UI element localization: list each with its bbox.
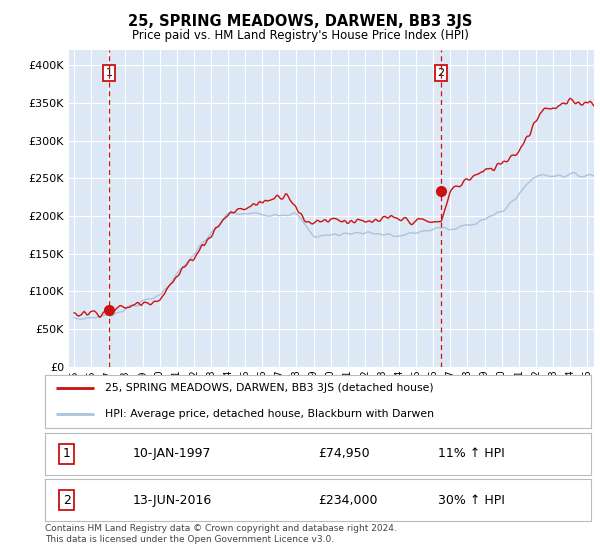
Text: 1: 1 [106, 68, 113, 78]
Text: £234,000: £234,000 [318, 494, 377, 507]
Text: 2: 2 [437, 68, 445, 78]
Text: 10-JAN-1997: 10-JAN-1997 [133, 447, 211, 460]
Text: £74,950: £74,950 [318, 447, 370, 460]
Text: 25, SPRING MEADOWS, DARWEN, BB3 3JS (detached house): 25, SPRING MEADOWS, DARWEN, BB3 3JS (det… [105, 382, 434, 393]
Text: 30% ↑ HPI: 30% ↑ HPI [438, 494, 505, 507]
Text: 13-JUN-2016: 13-JUN-2016 [133, 494, 212, 507]
Text: Price paid vs. HM Land Registry's House Price Index (HPI): Price paid vs. HM Land Registry's House … [131, 29, 469, 42]
Text: HPI: Average price, detached house, Blackburn with Darwen: HPI: Average price, detached house, Blac… [105, 409, 434, 419]
Text: 2: 2 [63, 494, 71, 507]
Text: Contains HM Land Registry data © Crown copyright and database right 2024.
This d: Contains HM Land Registry data © Crown c… [45, 524, 397, 544]
Text: 1: 1 [63, 447, 71, 460]
Text: 11% ↑ HPI: 11% ↑ HPI [438, 447, 505, 460]
Text: 25, SPRING MEADOWS, DARWEN, BB3 3JS: 25, SPRING MEADOWS, DARWEN, BB3 3JS [128, 14, 472, 29]
